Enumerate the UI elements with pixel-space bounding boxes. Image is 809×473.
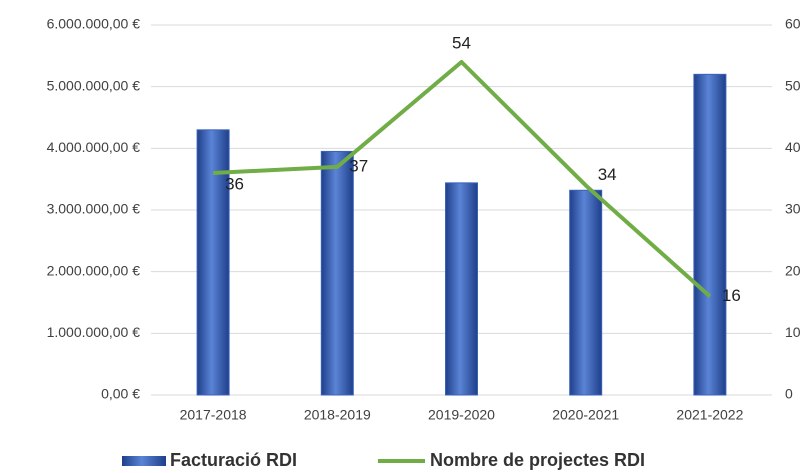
y-tick-label: 1.000.000,00 €: [47, 324, 141, 340]
legend-label: Nombre de projectes RDI: [430, 450, 645, 470]
y-tick-label: 0,00 €: [101, 386, 140, 402]
x-tick-label: 2017-2018: [180, 407, 247, 423]
x-tick-label: 2018-2019: [304, 407, 371, 423]
y-tick-label: 6.000.000,00 €: [47, 16, 141, 32]
x-tick-label: 2020-2021: [552, 407, 619, 423]
x-tick-label: 2021-2022: [676, 407, 743, 423]
y-tick-label: 4.000.000,00 €: [47, 139, 141, 155]
legend-label: Facturació RDI: [170, 450, 297, 470]
legend-swatch: [122, 456, 166, 466]
data-label: 54: [452, 33, 471, 52]
bar: [320, 150, 354, 396]
y-tick-label: 2.000.000,00 €: [47, 262, 141, 278]
data-label: 34: [598, 165, 617, 184]
y2-tick-label: 0: [785, 386, 793, 402]
x-tick-label: 2019-2020: [428, 407, 495, 423]
y2-tick-label: 30: [785, 201, 801, 217]
y2-tick-label: 10: [785, 324, 801, 340]
y2-tick-label: 20: [785, 262, 801, 278]
y2-tick-label: 40: [785, 139, 801, 155]
y-tick-label: 3.000.000,00 €: [47, 201, 141, 217]
data-label: 36: [225, 174, 244, 193]
bar: [196, 129, 230, 396]
bar: [569, 189, 603, 396]
y2-tick-label: 50: [785, 77, 801, 93]
bar: [445, 182, 478, 396]
data-label: 37: [349, 156, 368, 175]
y-tick-label: 5.000.000,00 €: [47, 77, 141, 93]
data-label: 16: [722, 286, 741, 305]
bar: [693, 73, 727, 396]
line: [213, 60, 712, 298]
y2-tick-label: 60: [785, 16, 801, 32]
